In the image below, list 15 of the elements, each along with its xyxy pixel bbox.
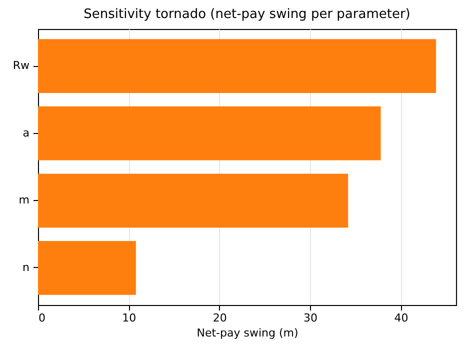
chart-title: Sensitivity tornado (net-pay swing per parameter): [84, 7, 410, 22]
y-tick-label: a: [22, 126, 30, 140]
x-tick-label: 40: [394, 312, 408, 324]
bar: [38, 241, 136, 295]
y-tick-label: n: [22, 260, 30, 274]
x-tick-label: 20: [212, 312, 227, 324]
x-tick-label: 30: [304, 312, 318, 324]
x-tick-label: 10: [122, 312, 136, 324]
bar: [38, 174, 348, 228]
y-tick-label: Rw: [12, 59, 30, 72]
x-tick-label: 0: [38, 312, 46, 324]
y-tick-label: m: [18, 194, 30, 207]
bar: [38, 106, 381, 160]
x-axis-title: Net-pay swing (m): [196, 326, 298, 340]
bar: [38, 39, 436, 93]
